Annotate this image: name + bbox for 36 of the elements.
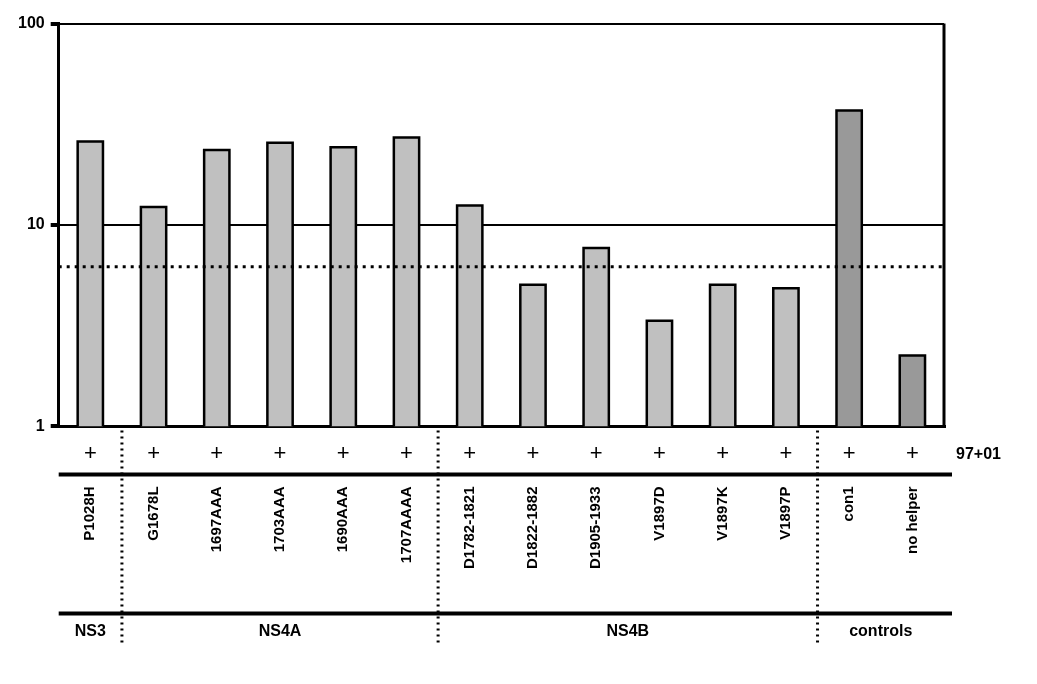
y-tick-label: 1 [35,416,45,434]
text: + [589,440,603,466]
text: + [463,440,477,466]
x-tick-label: D1782-1821 [459,486,477,570]
text: + [779,440,793,466]
y-tick-label: 100 [17,14,45,32]
text: + [273,440,287,466]
text: NS3 [74,621,106,639]
text: + [653,440,666,466]
text: + [842,440,856,466]
text: + [526,440,540,466]
y-tick-label: 10 [26,215,45,233]
text: + [336,440,350,466]
x-tick-label: V1897K [712,486,730,541]
x-tick-label: D1905-1933 [586,486,604,570]
x-tick-label: 1697AAA [206,486,224,553]
x-tick-label: con1 [839,486,857,522]
x-tick-label: no helper [902,486,920,554]
text: + [83,440,97,466]
text: NS4A [258,621,302,639]
text: controls [849,621,913,639]
x-tick-label: G1678L [143,486,161,541]
text: + [905,440,919,466]
text: + [400,440,413,466]
text: + [147,440,160,466]
x-tick-label: 1707AAAA [396,486,414,564]
x-tick-label: V1897D [649,486,667,541]
x-tick-label: 1703AAA [270,486,288,553]
text: NS4B [606,621,650,639]
text: 97+01 [956,444,1002,462]
text: + [210,440,224,466]
x-tick-label: V1897P [776,486,794,540]
x-tick-label: D1822-1882 [523,486,541,570]
x-tick-label: P1028H [80,486,98,541]
text: + [716,440,730,466]
x-tick-label: 1690AAA [333,486,351,553]
